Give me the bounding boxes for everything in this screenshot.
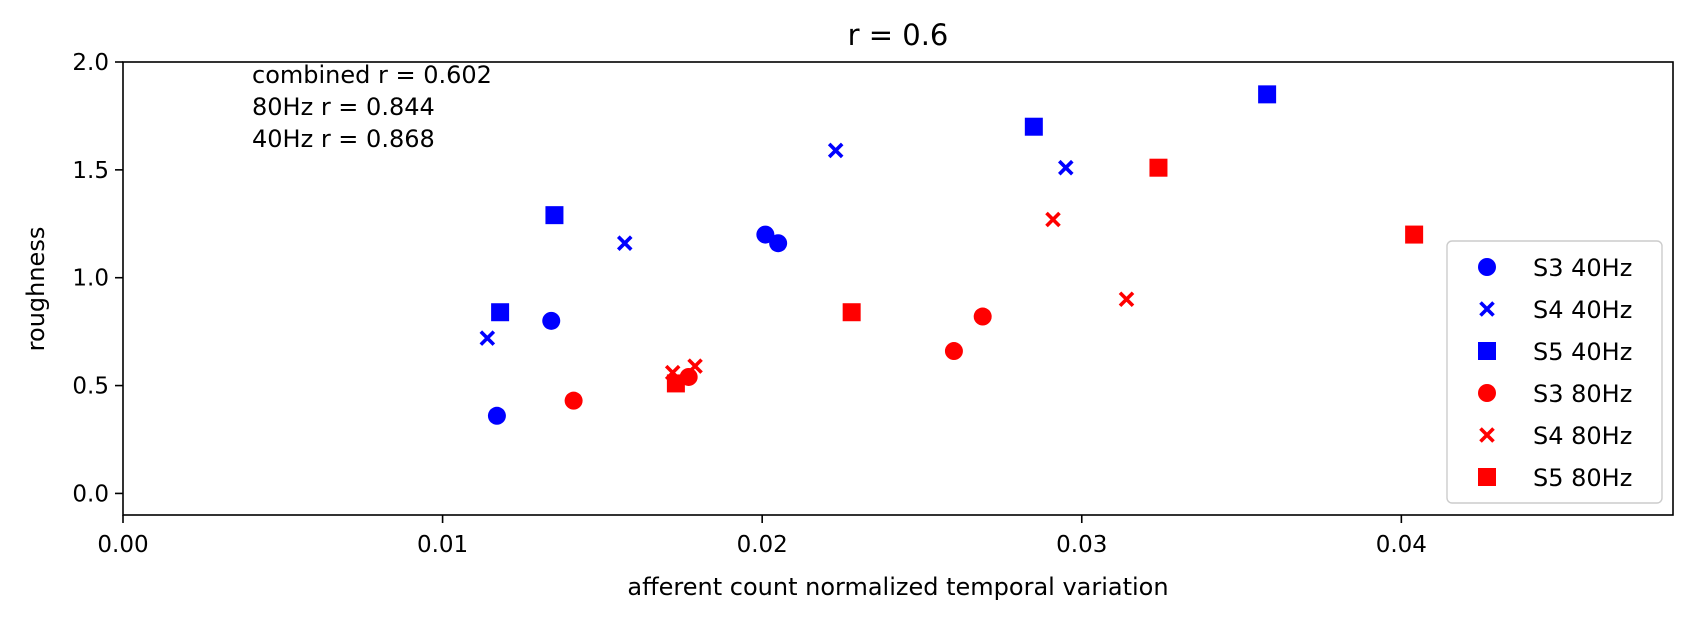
legend-marker [1478,384,1496,402]
data-point [944,342,963,361]
x-tick-label: 0.00 [97,532,148,558]
y-tick-label: 1.0 [72,266,109,292]
x-axis-label: afferent count normalized temporal varia… [627,573,1168,601]
data-point [842,303,861,322]
data-point [487,406,506,425]
legend-marker [1478,468,1496,486]
data-point [616,235,633,251]
annotation-text: 40Hz r = 0.868 [252,125,435,153]
legend-marker [1478,258,1496,276]
y-tick-label: 0.5 [72,374,109,400]
data-point [1149,158,1168,177]
plot-frame [122,61,1674,516]
legend-label: S4 40Hz [1533,296,1632,324]
legend-label: S5 80Hz [1533,464,1632,492]
x-tick-label: 0.02 [737,532,788,558]
legend-label: S5 40Hz [1533,338,1632,366]
series-group [487,225,788,425]
data-point [564,391,583,410]
data-point [1118,291,1135,308]
data-point [545,206,564,225]
data-point [1058,159,1074,176]
data-point [827,142,844,159]
data-point [769,234,788,253]
y-tick-label: 1.5 [72,158,109,184]
data-point [542,311,561,330]
legend-marker [1478,342,1496,360]
data-point [491,303,510,322]
series-group [491,85,1277,322]
x-tick-label: 0.04 [1376,532,1427,558]
data-point [1024,117,1043,136]
legend-label: S3 40Hz [1533,254,1632,282]
annotation-text: combined r = 0.602 [252,61,492,89]
data-point [973,307,992,326]
chart-title: r = 0.6 [848,18,949,52]
legend-marker [1479,301,1495,317]
data-point [479,330,496,346]
x-tick-label: 0.03 [1056,532,1107,558]
annotation-text: 80Hz r = 0.844 [252,93,435,121]
legend-box [1446,240,1663,504]
x-tick-label: 0.01 [417,532,468,558]
series-group [564,307,992,410]
legend-marker [1479,427,1495,443]
data-point [1258,85,1277,104]
series-group [479,142,1074,346]
data-point [687,358,703,374]
y-tick-label: 0.0 [72,481,109,507]
y-tick-label: 2.0 [72,50,109,76]
legend-label: S4 80Hz [1533,422,1632,450]
series-group [664,211,1135,381]
y-axis-label: roughness [22,227,50,352]
data-point [1045,211,1061,228]
series-group [666,158,1424,393]
legend-label: S3 80Hz [1533,380,1632,408]
data-point [756,225,775,244]
data-point [1405,225,1424,244]
data-point [666,374,685,393]
